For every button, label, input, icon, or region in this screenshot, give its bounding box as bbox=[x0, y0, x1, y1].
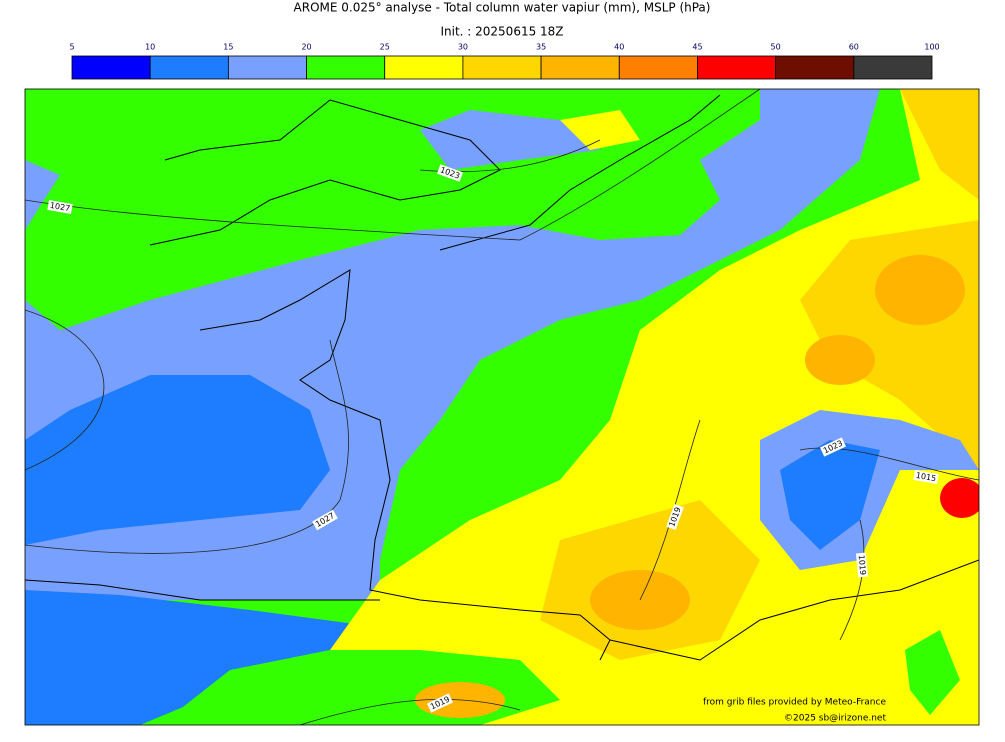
colorbar-label: 50 bbox=[771, 43, 781, 52]
field-25-30 bbox=[560, 110, 640, 150]
colorbar-segment bbox=[853, 55, 933, 80]
isobar-label-text: 1027 bbox=[49, 201, 71, 213]
coastline bbox=[609, 559, 979, 661]
isobar-label-bg bbox=[437, 164, 463, 182]
colorbar-label: 100 bbox=[924, 43, 939, 52]
isobar-label-bg bbox=[666, 504, 684, 530]
colorbar-segment bbox=[227, 55, 307, 80]
field-10-15 bbox=[780, 440, 880, 550]
coastline bbox=[25, 579, 380, 601]
coastline bbox=[149, 99, 501, 246]
colorbar: 5 10 15 20 25 30 35 40 45 50 60 100 bbox=[69, 43, 940, 80]
field-35-40 bbox=[875, 255, 965, 325]
field-20-25 bbox=[905, 630, 960, 715]
colorbar-label: 15 bbox=[223, 43, 233, 52]
coastlines bbox=[25, 94, 979, 661]
colorbar-segment bbox=[71, 55, 151, 80]
map-frame bbox=[24, 88, 980, 726]
colorbar-label: 10 bbox=[145, 43, 155, 52]
colorbar-segment bbox=[462, 55, 542, 80]
field-30-35 bbox=[900, 89, 979, 200]
isobar bbox=[25, 309, 105, 471]
colorbar-segment bbox=[618, 55, 698, 80]
colorbar-segment bbox=[540, 55, 620, 80]
colorbar-label: 30 bbox=[458, 43, 468, 52]
colorbar-segment bbox=[149, 55, 229, 80]
field-35-40 bbox=[805, 335, 875, 385]
colorbar-label: 40 bbox=[614, 43, 624, 52]
isobar bbox=[839, 519, 865, 641]
isobar-label: 1027 bbox=[47, 199, 73, 215]
isobar-label-text: 1019 bbox=[857, 554, 868, 575]
isobar-label-bg bbox=[47, 199, 73, 215]
isobar-label-text: 1015 bbox=[915, 471, 937, 483]
isobar-label: 1019 bbox=[855, 552, 869, 578]
source-credit: from grib files provided by Meteo-France bbox=[703, 698, 886, 708]
isobar-label-bg bbox=[855, 552, 869, 578]
isobar-label-bg bbox=[312, 509, 338, 531]
isobar bbox=[299, 698, 521, 725]
colorbar-label: 25 bbox=[380, 43, 390, 52]
field-10-15 bbox=[25, 375, 330, 545]
colorbar-segment bbox=[384, 55, 464, 80]
isobar bbox=[799, 447, 979, 481]
field-45-50 bbox=[940, 478, 979, 518]
copyright: ©2025 sb@irizone.net bbox=[784, 714, 886, 724]
isobar-label-bg bbox=[427, 693, 453, 713]
isobar-label-bg bbox=[913, 469, 939, 485]
title: AROME 0.025° analyse - Total column wate… bbox=[294, 1, 711, 15]
subtitle: Init. : 20250615 18Z bbox=[440, 25, 563, 39]
colorbar-label: 20 bbox=[301, 43, 311, 52]
colorbar-segment bbox=[697, 55, 777, 80]
field-15-20 bbox=[420, 110, 600, 170]
coastline bbox=[199, 269, 611, 661]
colorbar-label: 60 bbox=[849, 43, 859, 52]
colorbar-label: 35 bbox=[536, 43, 546, 52]
colorbar-label: 45 bbox=[692, 43, 702, 52]
isobar-label: 1015 bbox=[913, 469, 939, 485]
colorbar-segment bbox=[775, 55, 855, 80]
isobar-label-bg bbox=[820, 437, 846, 457]
colorbar-label: 5 bbox=[69, 43, 74, 52]
coastline bbox=[439, 94, 721, 251]
isobar bbox=[25, 89, 761, 241]
colorbar-segment bbox=[306, 55, 386, 80]
